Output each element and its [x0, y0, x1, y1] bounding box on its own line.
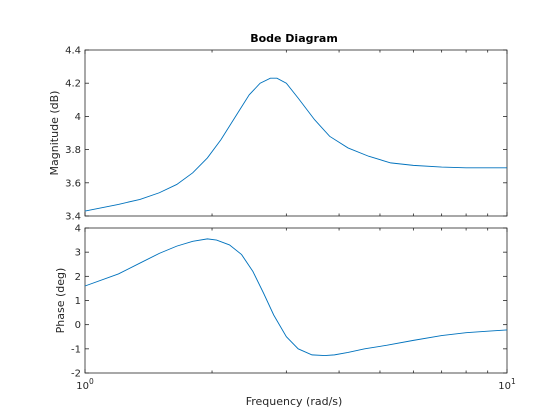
phase-y-tick-label: 4 — [75, 224, 81, 235]
magnitude-y-tick-label: 4.4 — [65, 46, 81, 57]
magnitude-y-tick-label: 4.2 — [65, 79, 81, 90]
phase-y-axis-label: Phase (deg) — [54, 268, 67, 334]
magnitude-y-tick-label: 4 — [75, 112, 81, 123]
phase-axes: -2 -1 0 1 2 3 4 Phase (deg) — [54, 224, 508, 380]
phase-y-tick-label: -1 — [71, 344, 81, 355]
x-tick-label-exponent: 0 — [89, 377, 94, 386]
phase-axes-box — [84, 227, 508, 374]
x-tick-label-exponent: 1 — [511, 377, 516, 386]
phase-series-line — [84, 238, 508, 357]
phase-y-tick-label: 3 — [75, 248, 81, 259]
magnitude-series-line — [84, 77, 507, 212]
magnitude-axes-box — [84, 49, 508, 217]
magnitude-y-tick-label: 3.8 — [65, 145, 81, 156]
magnitude-axes: 3.4 3.6 3.8 4 4.2 4.4 Magnitude (dB) — [48, 46, 508, 223]
x-tick-label: 100 — [76, 377, 94, 392]
x-axis-label: Frequency (rad/s) — [246, 395, 343, 408]
x-tick-label-base: 10 — [498, 381, 511, 392]
phase-y-tick-label: 0 — [75, 320, 81, 331]
magnitude-y-axis-label: Magnitude (dB) — [48, 91, 61, 176]
magnitude-y-tick-label: 3.6 — [65, 178, 81, 189]
phase-y-tick-label: 1 — [75, 296, 81, 307]
magnitude-y-tick-label: 3.4 — [65, 212, 81, 223]
x-tick-label-base: 10 — [76, 381, 89, 392]
x-tick-label: 101 — [498, 377, 516, 392]
phase-y-tick-label: -2 — [71, 369, 81, 380]
phase-y-tick-label: 2 — [75, 272, 81, 283]
chart-title: Bode Diagram — [250, 32, 338, 45]
